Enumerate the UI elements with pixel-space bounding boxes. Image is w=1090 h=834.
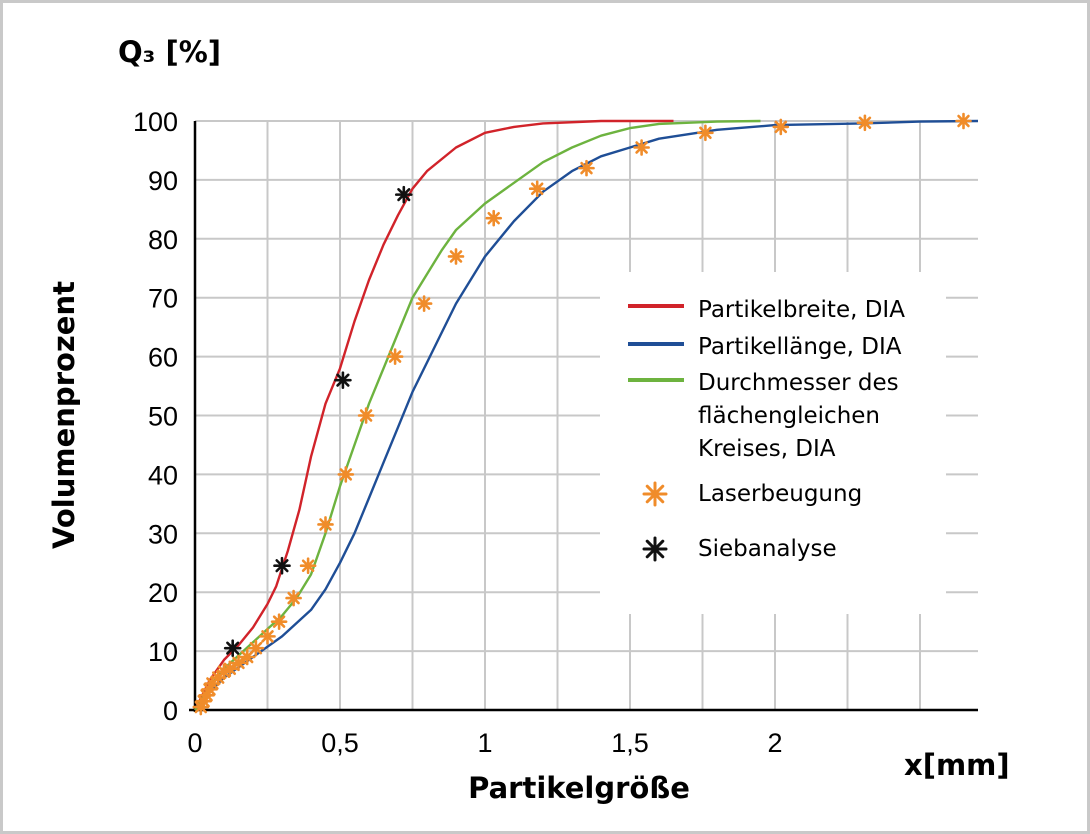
- y-tick-label: 40: [148, 460, 178, 490]
- laser-marker: [337, 466, 355, 483]
- legend-label-laserbeugung: Laserbeugung: [698, 481, 862, 507]
- legend-star-laser: [642, 481, 668, 507]
- series-line-2: [193, 119, 761, 711]
- legend: Partikelbreite, DIA Partikellänge, DIA D…: [600, 272, 946, 614]
- laser-marker: [578, 159, 595, 177]
- laser-marker: [270, 613, 288, 630]
- sieve-marker: [273, 556, 291, 575]
- y-axis-title: Volumenprozent: [47, 281, 81, 549]
- legend-label-durchmesser: Durchmesser des flächengleichen Kreises, D…: [698, 370, 899, 462]
- legend-box: [600, 272, 946, 614]
- laser-marker: [221, 660, 239, 678]
- laser-marker: [447, 248, 465, 265]
- y-tick-label: 60: [148, 343, 178, 373]
- legend-marker-laserbeugung: [642, 481, 668, 507]
- x-tick-label: 1,5: [611, 728, 649, 758]
- series-layer: [192, 112, 979, 716]
- x-tick-label: 2: [767, 728, 782, 758]
- y-tick-label: 80: [148, 225, 178, 255]
- y-tick-label: 10: [148, 637, 178, 667]
- laser-marker: [697, 124, 714, 142]
- laser-marker: [772, 118, 790, 136]
- x-tick-label: 0,5: [321, 728, 359, 758]
- laser-marker: [485, 209, 503, 227]
- y-tick-label: 70: [148, 284, 178, 314]
- sieve-marker: [223, 639, 242, 657]
- series-line-0: [193, 119, 674, 711]
- laser-marker: [259, 628, 276, 645]
- y-tick-label: 50: [148, 402, 178, 432]
- laser-marker: [230, 654, 247, 672]
- axes: [189, 121, 978, 712]
- sieve-marker: [334, 371, 352, 389]
- x-axis-title: Partikelgröße: [468, 771, 690, 805]
- x-unit-label: x[mm]: [904, 748, 1010, 782]
- y-unit-label: Q₃ [%]: [118, 35, 221, 69]
- laser-marker: [317, 516, 334, 533]
- laser-marker: [247, 639, 265, 657]
- y-tick-label: 20: [148, 578, 178, 608]
- laser-marker: [299, 557, 317, 574]
- legend-marker-siebanalyse: [642, 536, 668, 562]
- legend-label-partikellaenge: Partikellänge, DIA: [698, 334, 902, 360]
- laser-marker: [386, 348, 404, 365]
- y-tick-label: 100: [133, 107, 178, 137]
- laser-marker: [528, 180, 546, 198]
- legend-label-partikelbreite: Partikelbreite, DIA: [698, 297, 905, 323]
- x-tick-label: 1: [477, 728, 492, 758]
- laser-marker: [357, 407, 375, 424]
- y-tick-label: 90: [148, 166, 178, 196]
- sieve-marker: [394, 185, 413, 204]
- laser-marker: [955, 112, 972, 130]
- y-tick-label: 30: [148, 519, 178, 549]
- legend-label-siebanalyse: Siebanalyse: [698, 536, 837, 562]
- laser-marker: [633, 139, 650, 156]
- laser-marker: [856, 114, 874, 132]
- x-tick-label: 0: [187, 728, 202, 758]
- laser-marker: [415, 295, 433, 312]
- y-tick-label: 0: [163, 696, 178, 726]
- laser-marker: [285, 589, 302, 607]
- series-line-1: [194, 119, 979, 711]
- legend-star-sieb: [642, 536, 668, 562]
